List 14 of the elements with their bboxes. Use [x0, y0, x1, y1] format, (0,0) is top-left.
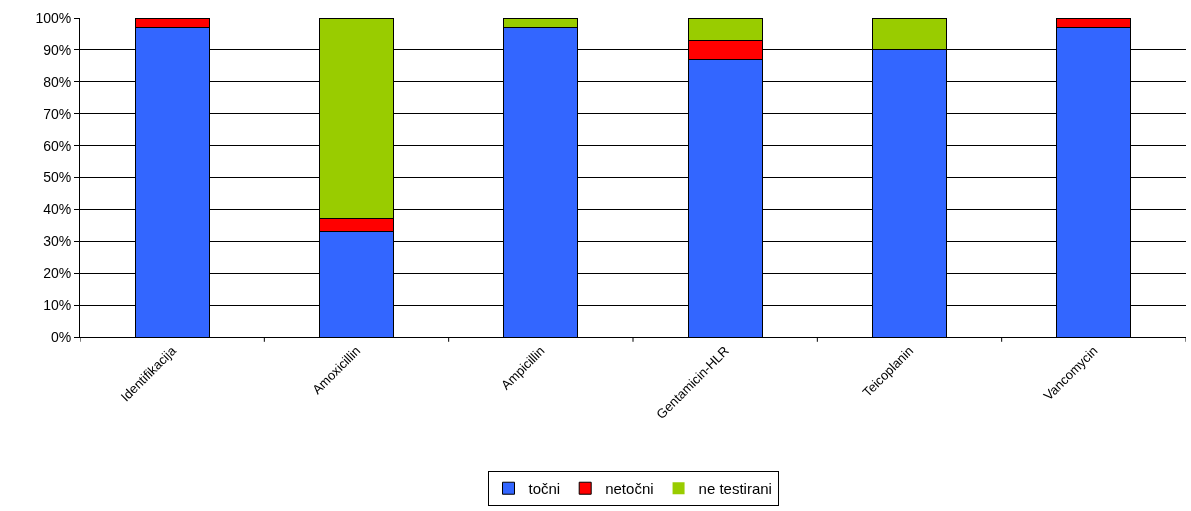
legend-label: točni — [528, 480, 561, 498]
y-tick-label: 30% — [43, 233, 72, 250]
legend-label: netočni — [605, 480, 654, 498]
y-tick-label: 0% — [50, 328, 72, 345]
legend-label: ne testirani — [698, 480, 772, 498]
y-tick-label: 80% — [43, 73, 72, 90]
y-tick-label: 90% — [43, 41, 72, 58]
y-tick-label: 40% — [43, 201, 72, 218]
y-tick-label: 60% — [43, 137, 72, 154]
y-tick-label: 100% — [35, 9, 72, 26]
y-tick-label: 70% — [43, 105, 72, 122]
y-tick-label: 10% — [43, 297, 72, 313]
y-tick-label: 50% — [43, 169, 72, 186]
y-tick-label: 20% — [43, 265, 72, 282]
